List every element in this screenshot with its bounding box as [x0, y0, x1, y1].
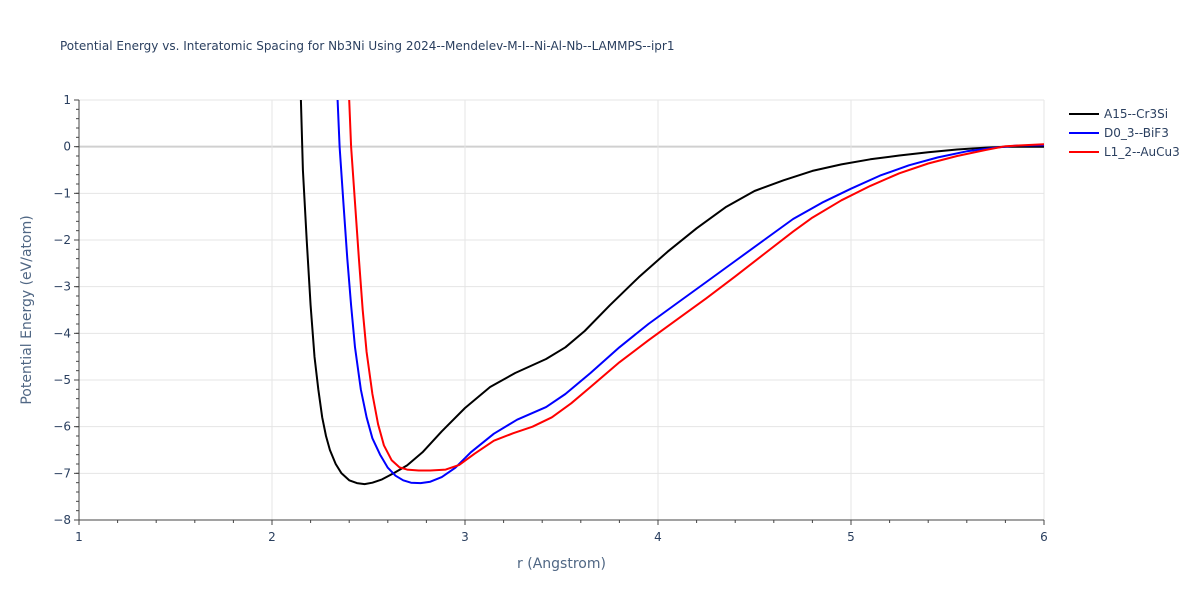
y-tick-label: −4: [53, 326, 71, 340]
x-tick-label: 6: [1040, 530, 1048, 544]
series-line-1: [299, 100, 1044, 486]
legend-label: D0_3--BiF3: [1104, 126, 1169, 140]
y-tick-label: −1: [53, 186, 71, 200]
x-tick-label: 3: [461, 530, 469, 544]
y-tick-label: −6: [53, 420, 71, 434]
y-tick-label: −2: [53, 233, 71, 247]
x-axis-title: r (Angstrom): [517, 556, 606, 572]
series-line-2: [336, 100, 1044, 485]
plot-area: [299, 100, 1044, 486]
legend-label: A15--Cr3Si: [1104, 107, 1168, 121]
y-tick-label: 1: [63, 93, 71, 107]
x-tick-label: 1: [75, 530, 83, 544]
tick-labels: 1 0 −1 −2 −3 −4 −5 −6 −7 −8 1 2 3 4 5 6: [53, 93, 1048, 544]
series-line-3: [348, 100, 1044, 472]
axes: [74, 99, 1045, 525]
legend-label: L1_2--AuCu3: [1104, 145, 1180, 159]
y-tick-label: −3: [53, 280, 71, 294]
x-tick-label: 5: [847, 530, 855, 544]
x-tick-label: 2: [268, 530, 276, 544]
legend-item-2[interactable]: D0_3--BiF3: [1069, 126, 1169, 140]
legend-item-3[interactable]: L1_2--AuCu3: [1069, 145, 1180, 159]
legend[interactable]: A15--Cr3Si D0_3--BiF3 L1_2--AuCu3: [1069, 107, 1180, 159]
legend-item-1[interactable]: A15--Cr3Si: [1069, 107, 1168, 121]
chart-title: Potential Energy vs. Interatomic Spacing…: [60, 39, 675, 53]
y-tick-label: −5: [53, 373, 71, 387]
y-tick-label: −8: [53, 513, 71, 527]
y-tick-label: 0: [63, 140, 71, 154]
y-axis-title: Potential Energy (eV/atom): [19, 215, 35, 404]
y-tick-label: −7: [53, 466, 71, 480]
x-tick-label: 4: [654, 530, 662, 544]
grid: [79, 99, 1045, 520]
